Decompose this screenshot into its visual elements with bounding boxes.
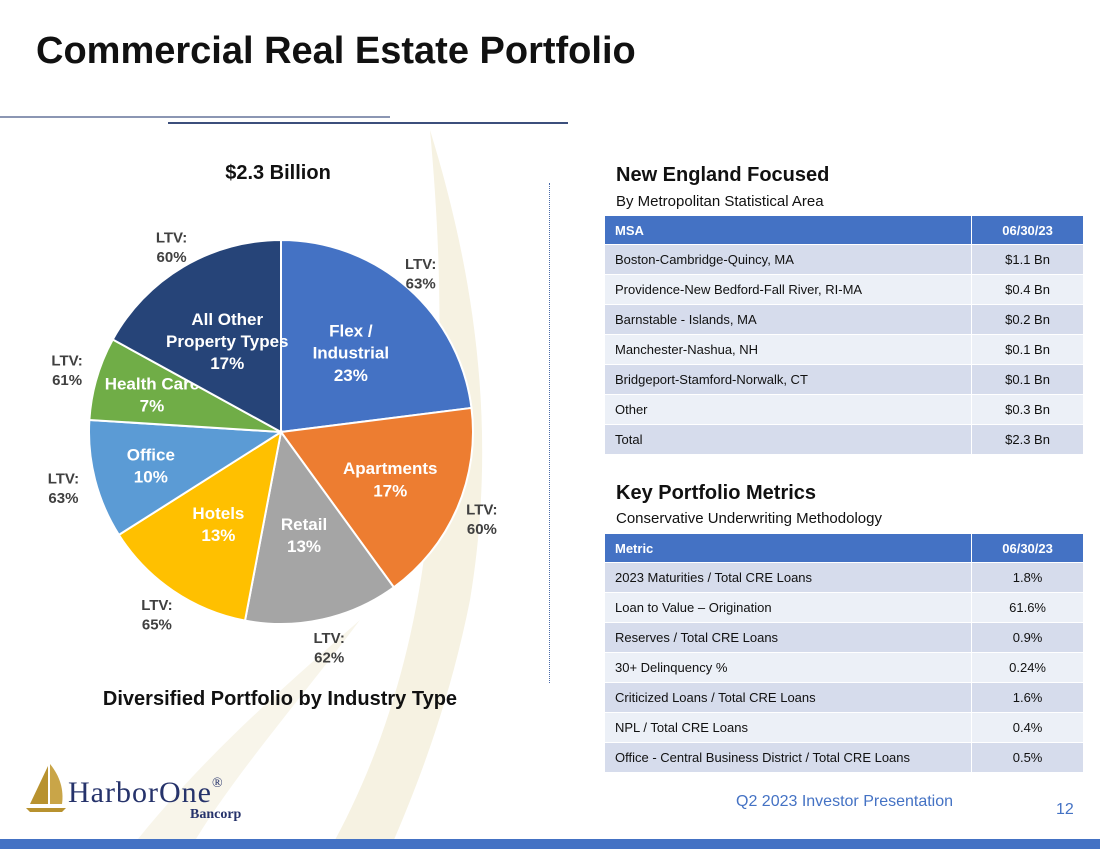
table-label-cell: Criticized Loans / Total CRE Loans — [603, 682, 973, 713]
table-label-cell: Providence-New Bedford-Fall River, RI-MA — [603, 274, 973, 305]
table-header-cell: MSA — [603, 215, 973, 245]
table-value-cell: $0.1 Bn — [971, 364, 1084, 395]
table-row: Loan to Value – Origination 61.6% — [603, 592, 1084, 623]
table-label-cell: Bridgeport-Stamford-Norwalk, CT — [603, 364, 973, 395]
table-label-cell: Barnstable - Islands, MA — [603, 304, 973, 335]
table-value-cell: 0.4% — [971, 712, 1084, 743]
table-row: Office - Central Business District / Tot… — [603, 742, 1084, 773]
table-row: Bridgeport-Stamford-Norwalk, CT $0.1 Bn — [603, 364, 1084, 395]
pie-slice-label: Flex / Industrial 23% — [313, 322, 390, 385]
pie-ltv-label: LTV: 61% — [51, 352, 82, 389]
msa-section-subtitle: By Metropolitan Statistical Area — [616, 193, 824, 210]
pie-slice — [111, 238, 282, 434]
table-value-cell: 0.24% — [971, 652, 1084, 683]
pie-chart-caption: Diversified Portfolio by Industry Type — [102, 688, 458, 710]
section-divider — [549, 183, 550, 683]
table-value-cell: $1.1 Bn — [971, 244, 1084, 275]
msa-table: MSA 06/30/23 Boston-Cambridge-Quincy, MA… — [603, 215, 1084, 455]
table-label-cell: Other — [603, 394, 973, 425]
metrics-section-title: Key Portfolio Metrics — [616, 482, 817, 504]
table-row: Criticized Loans / Total CRE Loans 1.6% — [603, 682, 1084, 713]
pie-slice — [117, 429, 283, 622]
pie-slice-label: Health Care 7% — [105, 374, 199, 415]
pie-slice-label: Retail 13% — [281, 515, 327, 556]
pie-slice-label: Office 10% — [127, 445, 175, 486]
table-row: Reserves / Total CRE Loans 0.9% — [603, 622, 1084, 653]
table-label-cell: Manchester-Nashua, NH — [603, 334, 973, 365]
table-value-cell: 61.6% — [971, 592, 1084, 623]
table-label-cell: Total — [603, 424, 973, 455]
table-label-cell: Reserves / Total CRE Loans — [603, 622, 973, 653]
table-value-cell: 0.5% — [971, 742, 1084, 773]
pie-ltv-label: LTV: 63% — [48, 470, 79, 507]
pie-ltv-label: LTV: 65% — [141, 597, 172, 634]
title-underline-right — [168, 122, 568, 124]
table-label-cell: NPL / Total CRE Loans — [603, 712, 973, 743]
table-label-cell: Boston-Cambridge-Quincy, MA — [603, 244, 973, 275]
pie-slice — [279, 406, 474, 589]
table-header-cell: 06/30/23 — [971, 215, 1084, 245]
table-header-row: Metric 06/30/23 — [603, 533, 1084, 563]
table-label-cell: Office - Central Business District / Tot… — [603, 742, 973, 773]
table-label-cell: Loan to Value – Origination — [603, 592, 973, 623]
pie-slice — [88, 418, 285, 537]
table-value-cell: $0.2 Bn — [971, 304, 1084, 335]
pie-ltv-label: LTV: 62% — [313, 630, 344, 667]
table-row: Total $2.3 Bn — [603, 424, 1084, 455]
table-row: Manchester-Nashua, NH $0.1 Bn — [603, 334, 1084, 365]
table-value-cell: $0.4 Bn — [971, 274, 1084, 305]
table-value-cell: $2.3 Bn — [971, 424, 1084, 455]
metrics-table: Metric 06/30/23 2023 Maturities / Total … — [603, 533, 1084, 773]
pie-chart: Flex / Industrial 23% LTV: 63% Apartments 17% L… — [48, 229, 498, 667]
footer-presentation-name: Q2 2023 Investor Presentation — [736, 793, 954, 810]
table-value-cell: $0.3 Bn — [971, 394, 1084, 425]
sail-logo-icon — [26, 764, 66, 812]
title-underline-left — [0, 116, 390, 118]
table-value-cell: 1.8% — [971, 562, 1084, 593]
table-label-cell: 30+ Delinquency % — [603, 652, 973, 683]
pie-slice — [243, 429, 396, 625]
table-value-cell: $0.1 Bn — [971, 334, 1084, 365]
slide-title: Commercial Real Estate Portfolio — [36, 30, 636, 72]
table-header-cell: 06/30/23 — [971, 533, 1084, 563]
msa-section-title: New England Focused — [616, 164, 830, 186]
pie-slice-label: Apartments 17% — [343, 459, 437, 500]
table-row: Boston-Cambridge-Quincy, MA $1.1 Bn — [603, 244, 1084, 275]
table-row: Barnstable - Islands, MA $0.2 Bn — [603, 304, 1084, 335]
page-number: 12 — [1056, 801, 1074, 818]
table-header-row: MSA 06/30/23 — [603, 215, 1084, 245]
table-header-cell: Metric — [603, 533, 973, 563]
table-row: NPL / Total CRE Loans 0.4% — [603, 712, 1084, 743]
table-row: 2023 Maturities / Total CRE Loans 1.8% — [603, 562, 1084, 593]
pie-ltv-label: LTV: 60% — [466, 501, 497, 538]
pie-ltv-label: LTV: 63% — [405, 256, 436, 293]
table-value-cell: 0.9% — [971, 622, 1084, 653]
pie-slice-label: Hotels 13% — [192, 504, 244, 545]
logo-subtitle: Bancorp — [190, 807, 242, 822]
table-row: Providence-New Bedford-Fall River, RI-MA… — [603, 274, 1084, 305]
table-row: Other $0.3 Bn — [603, 394, 1084, 425]
table-label-cell: 2023 Maturities / Total CRE Loans — [603, 562, 973, 593]
pie-ltv-label: LTV: 60% — [156, 229, 187, 266]
table-row: 30+ Delinquency % 0.24% — [603, 652, 1084, 683]
metrics-section-subtitle: Conservative Underwriting Methodology — [616, 510, 882, 527]
bottom-accent-bar — [0, 839, 1100, 849]
table-value-cell: 1.6% — [971, 682, 1084, 713]
pie-chart-title: $2.3 Billion — [225, 162, 331, 184]
logo-wordmark: HarborOne® — [68, 776, 224, 809]
pie-slice-label: All Other Property Types 17% — [166, 310, 289, 373]
pie-slice — [280, 238, 473, 434]
